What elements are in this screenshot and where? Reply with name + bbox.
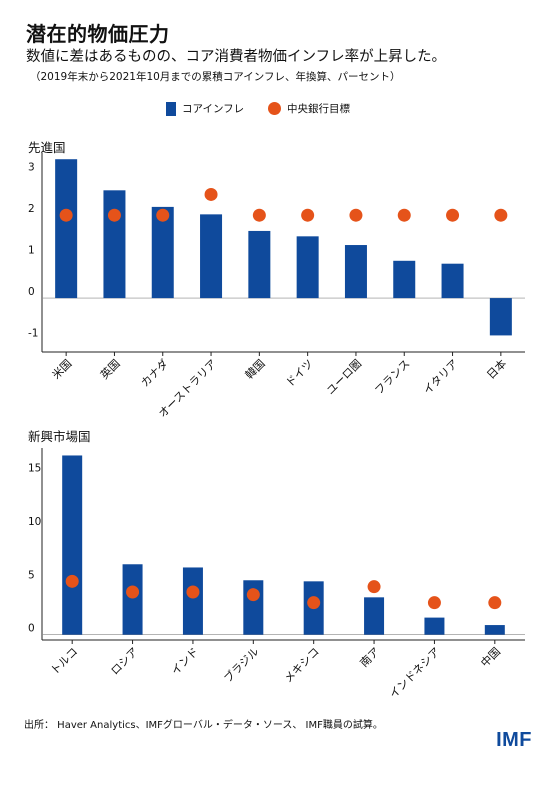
x-tick-label: 英国 [97, 356, 122, 381]
bar-core-inflation [296, 236, 319, 299]
source-note: 出所： Haver Analytics、IMFグローバル・データ・ソース、 IM… [24, 720, 383, 731]
x-tick-label: 米国 [50, 357, 75, 382]
bar-core-inflation [441, 263, 464, 299]
bar-core-inflation [103, 190, 126, 299]
bar-core-inflation [55, 159, 78, 299]
x-tick-label: インド [169, 645, 202, 678]
chart-subtitle: 数値に差はあるものの、コア消費者物価インフレ率が上昇した。 [26, 49, 447, 65]
x-tick-label-group: 米国 [50, 357, 75, 382]
x-tick-label-group: ブラジル [221, 644, 262, 685]
dot-central-bank-target [65, 574, 79, 588]
dot-central-bank-target [427, 596, 441, 610]
x-tick-label: 南ア [358, 645, 383, 670]
y-tick-label: 15 [28, 463, 41, 475]
panel-label-emerging: 新興市場国 [28, 429, 91, 444]
x-tick-label: フランス [372, 357, 412, 397]
legend-swatch-dot [268, 102, 281, 115]
legend: コアインフレ 中央銀行目標 [0, 101, 560, 119]
y-tick-label: 10 [28, 516, 41, 528]
dot-central-bank-target [107, 208, 121, 222]
x-tick-label-group: 日本 [484, 356, 509, 381]
x-tick-label: カナダ [138, 356, 171, 389]
bar-core-inflation [484, 625, 505, 635]
y-tick-label: -1 [28, 328, 38, 340]
x-tick-label: インドネシア [387, 645, 443, 701]
chart-title: 潜在的物価圧力 [26, 22, 170, 46]
x-tick-label-group: ユーロ圏 [324, 357, 364, 397]
x-tick-label-group: 韓国 [243, 357, 268, 382]
bar-core-inflation [424, 617, 445, 635]
x-tick-label: イタリア [421, 357, 461, 397]
y-tick-label: 2 [28, 203, 35, 215]
dot-central-bank-target [204, 187, 218, 201]
x-tick-label-group: フランス [372, 357, 412, 397]
dot-central-bank-target [252, 208, 266, 222]
x-tick-label-group: ドイツ [283, 357, 316, 390]
x-tick-label: トルコ [48, 645, 80, 677]
dot-central-bank-target [246, 588, 260, 602]
x-tick-label-group: 英国 [97, 356, 122, 381]
bar-core-inflation [182, 567, 203, 635]
x-tick-label-group: 南ア [358, 645, 383, 670]
y-tick-label: 1 [28, 245, 35, 257]
x-tick-label-group: メキシコ [282, 645, 322, 685]
x-tick-label-group: 中国 [478, 645, 503, 670]
legend-label-target: 中央銀行目標 [287, 103, 350, 115]
bar-core-inflation [200, 214, 223, 299]
x-tick-label: ロシア [108, 645, 141, 678]
chart-note: （2019年末から2021年10月までの累積コアインフレ、年換算、パーセント） [30, 71, 401, 83]
dot-central-bank-target [397, 208, 411, 222]
x-tick-label-group: イタリア [421, 357, 461, 397]
dot-central-bank-target [349, 208, 363, 222]
y-tick-label: 5 [28, 569, 35, 581]
x-tick-label-group: インドネシア [387, 645, 443, 701]
x-tick-label: 日本 [484, 356, 509, 381]
x-tick-label-group: ロシア [108, 645, 141, 678]
x-tick-label: ユーロ圏 [324, 357, 364, 397]
dot-central-bank-target [307, 596, 321, 610]
x-tick-label-group: トルコ [48, 645, 80, 677]
dot-central-bank-target [126, 585, 140, 599]
x-tick-label: 中国 [478, 645, 503, 670]
bar-core-inflation [393, 260, 416, 299]
emerging-markets-chart: 0 5 10 15 トルコ ロシア インド ブラジル メキシコ 南ア インドネシア 中国 [28, 448, 525, 701]
dot-central-bank-target [494, 208, 508, 222]
bar-core-inflation [62, 455, 83, 635]
x-tick-label: ドイツ [283, 357, 316, 390]
x-tick-label: 韓国 [243, 357, 268, 382]
bar-core-inflation [364, 597, 385, 635]
y-tick-label: 3 [28, 162, 35, 174]
bar-core-inflation [122, 564, 143, 635]
dot-central-bank-target [156, 208, 170, 222]
bar-core-inflation [248, 230, 271, 299]
panel-label-advanced: 先進国 [28, 140, 66, 155]
y-tick-label: 0 [28, 286, 35, 298]
x-tick-label: メキシコ [282, 645, 322, 685]
dot-central-bank-target [301, 208, 315, 222]
dot-central-bank-target [446, 208, 460, 222]
bar-core-inflation [489, 298, 512, 336]
bar-core-inflation [151, 206, 174, 299]
x-tick-label: ブラジル [221, 644, 262, 685]
dot-central-bank-target [59, 208, 73, 222]
y-tick-label: 0 [28, 623, 35, 635]
dot-central-bank-target [367, 580, 381, 594]
legend-swatch-bar [166, 101, 176, 116]
legend-item-core-inflation: コアインフレ [166, 101, 244, 116]
x-tick-label-group: カナダ [138, 356, 171, 389]
x-tick-label-group: インド [169, 645, 202, 678]
bar-core-inflation [344, 245, 367, 299]
dot-central-bank-target [488, 596, 502, 610]
dot-central-bank-target [186, 585, 200, 599]
legend-item-target: 中央銀行目標 [268, 101, 350, 116]
imf-logo: IMF [496, 729, 532, 751]
legend-label-core-inflation: コアインフレ [182, 103, 245, 115]
